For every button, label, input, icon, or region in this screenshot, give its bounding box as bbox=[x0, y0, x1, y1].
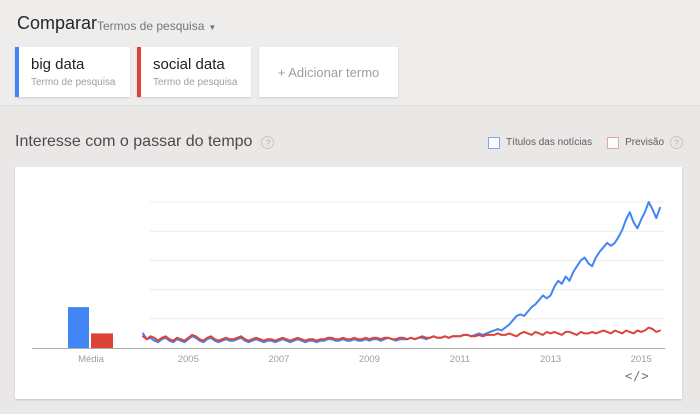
section-header: Interesse com o passar do tempo ? bbox=[15, 133, 275, 151]
trend-line-social-data bbox=[142, 326, 661, 342]
checkbox-news-headlines[interactable] bbox=[487, 136, 500, 149]
x-tick-label: 2007 bbox=[268, 354, 289, 365]
term-type-label: Termo de pesquisa bbox=[153, 77, 238, 88]
add-term-button[interactable]: + Adicionar termo bbox=[259, 47, 398, 97]
average-bar-big-data bbox=[68, 307, 89, 348]
x-tick-label: 2011 bbox=[450, 354, 470, 365]
compare-section: Comparar Termos de pesquisa ▼ big data Te… bbox=[0, 0, 700, 106]
x-tick-label: 2005 bbox=[178, 354, 199, 365]
trend-chart-svg[interactable]: Média 2005 2007 2009 2011 2013 2015 bbox=[15, 167, 682, 399]
help-icon[interactable]: ? bbox=[261, 135, 275, 149]
page-title: Comparar bbox=[17, 13, 98, 33]
term-card-big-data[interactable]: big data Termo de pesquisa bbox=[15, 47, 130, 97]
x-tick-label: 2013 bbox=[540, 354, 561, 365]
add-term-label: + Adicionar termo bbox=[277, 64, 380, 80]
term-card-social-data[interactable]: social data Termo de pesquisa bbox=[137, 47, 251, 97]
term-name: social data bbox=[153, 56, 225, 73]
average-bar-social-data bbox=[91, 333, 113, 348]
x-tick-label: 2015 bbox=[631, 354, 652, 365]
checkbox-forecast[interactable] bbox=[607, 136, 620, 149]
term-type-label: Termo de pesquisa bbox=[31, 77, 116, 88]
help-icon[interactable]: ? bbox=[670, 136, 683, 149]
news-headlines-label: Títulos das notícias bbox=[505, 137, 593, 148]
forecast-label: Previsão bbox=[625, 137, 664, 148]
term-name: big data bbox=[31, 56, 85, 73]
average-label: Média bbox=[78, 354, 105, 365]
interest-over-time-chart: Média 2005 2007 2009 2011 2013 2015 </> bbox=[15, 167, 682, 399]
chart-options: Títulos das notícias Previsão ? bbox=[487, 136, 683, 149]
search-type-dropdown[interactable]: Termos de pesquisa ▼ bbox=[97, 19, 216, 33]
search-type-dropdown-label: Termos de pesquisa bbox=[97, 19, 205, 33]
embed-code-button[interactable]: </> bbox=[625, 369, 650, 383]
x-tick-label: 2009 bbox=[359, 354, 380, 365]
section-title: Interesse com o passar do tempo bbox=[15, 133, 253, 150]
chevron-down-icon: ▼ bbox=[208, 23, 217, 32]
trend-line-big-data bbox=[142, 201, 661, 344]
